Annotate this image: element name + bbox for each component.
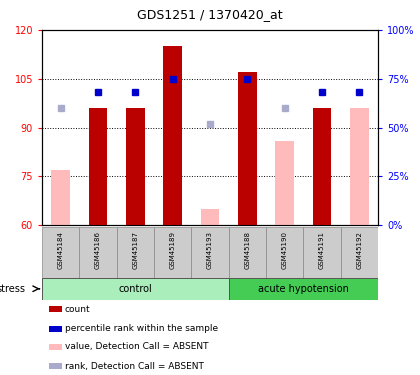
Text: GSM45191: GSM45191	[319, 231, 325, 269]
Text: value, Detection Call = ABSENT: value, Detection Call = ABSENT	[65, 342, 208, 351]
Bar	[312, 108, 331, 225]
Bar	[42, 227, 79, 278]
Text: GSM45186: GSM45186	[95, 231, 101, 269]
Text: GDS1251 / 1370420_at: GDS1251 / 1370420_at	[137, 8, 283, 21]
Text: rank, Detection Call = ABSENT: rank, Detection Call = ABSENT	[65, 362, 204, 370]
Text: GSM45188: GSM45188	[244, 231, 250, 269]
Bar	[79, 227, 117, 278]
Bar	[49, 326, 62, 332]
Text: GSM45184: GSM45184	[58, 231, 64, 269]
Bar	[238, 72, 257, 225]
Bar	[49, 363, 62, 369]
Text: GSM45193: GSM45193	[207, 231, 213, 269]
Bar	[49, 344, 62, 350]
Bar	[341, 227, 378, 278]
Bar	[154, 227, 192, 278]
Bar	[201, 209, 219, 225]
Text: GSM45192: GSM45192	[356, 231, 362, 269]
Text: stress: stress	[0, 284, 25, 294]
Bar	[49, 306, 62, 312]
Bar	[192, 227, 228, 278]
Text: GSM45189: GSM45189	[170, 231, 176, 269]
Bar	[276, 141, 294, 225]
Bar	[163, 46, 182, 225]
Text: GSM45187: GSM45187	[132, 231, 138, 269]
Bar	[228, 278, 378, 300]
Text: GSM45190: GSM45190	[282, 231, 288, 269]
Bar	[228, 227, 266, 278]
Bar	[42, 278, 228, 300]
Bar	[51, 170, 70, 225]
Bar	[126, 108, 144, 225]
Text: count: count	[65, 304, 90, 313]
Text: control: control	[118, 284, 152, 294]
Bar	[117, 227, 154, 278]
Text: percentile rank within the sample: percentile rank within the sample	[65, 324, 218, 333]
Bar	[89, 108, 108, 225]
Bar	[266, 227, 303, 278]
Bar	[350, 108, 369, 225]
Text: acute hypotension: acute hypotension	[258, 284, 349, 294]
Bar	[303, 227, 341, 278]
